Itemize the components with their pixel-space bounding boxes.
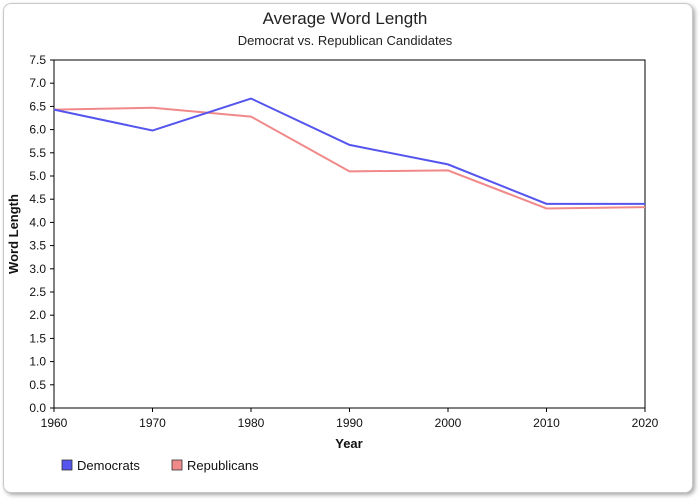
y-axis: 0.0 0.5 1.0 1.5 2.0 2.5 3.0 3.5 4.0 4.5 5.0 5.5 6.0 6…	[29, 53, 54, 415]
x-tick-label: 1980	[238, 416, 265, 430]
y-tick-label: 6.5	[29, 99, 46, 113]
y-tick-label: 3.0	[29, 262, 46, 276]
y-tick-label: 7.0	[29, 76, 46, 90]
x-axis-title: Year	[335, 436, 362, 451]
y-tick-label: 2.0	[29, 308, 46, 322]
legend-label-republicans: Republicans	[187, 458, 259, 473]
y-axis-title: Word Length	[6, 194, 21, 274]
y-tick-label: 1.5	[29, 331, 46, 345]
y-tick-label: 7.5	[29, 53, 46, 67]
y-tick-label: 5.5	[29, 146, 46, 160]
x-tick-label: 2010	[533, 416, 560, 430]
chart-subtitle: Democrat vs. Republican Candidates	[238, 33, 453, 48]
x-tick-label: 1960	[41, 416, 68, 430]
y-tick-label: 1.0	[29, 355, 46, 369]
series-lines	[53, 97, 646, 210]
y-tick-label: 6.0	[29, 123, 46, 137]
x-tick-label: 2000	[435, 416, 462, 430]
series-line-democrats	[53, 97, 645, 205]
y-tick-label: 4.5	[29, 192, 46, 206]
x-tick-label: 1990	[336, 416, 363, 430]
x-tick-label: 2020	[632, 416, 659, 430]
x-tick-label: 1970	[139, 416, 166, 430]
legend-swatch-republicans	[171, 459, 183, 471]
chart-title: Average Word Length	[263, 9, 428, 28]
y-tick-label: 2.5	[29, 285, 46, 299]
y-tick-label: 4.0	[29, 215, 46, 229]
plot-area	[53, 59, 646, 409]
y-tick-label: 0.5	[29, 378, 46, 392]
y-tick-label: 0.0	[29, 401, 46, 415]
x-axis: 1960 1970 1980 1990 2000 2010 2020	[41, 408, 659, 430]
legend-label-democrats: Democrats	[77, 458, 140, 473]
series-line-republicans	[53, 106, 646, 210]
y-tick-label: 3.5	[29, 239, 46, 253]
legend: Democrats Republicans	[61, 458, 259, 473]
legend-swatch-democrats	[61, 459, 73, 471]
y-tick-label: 5.0	[29, 169, 46, 183]
